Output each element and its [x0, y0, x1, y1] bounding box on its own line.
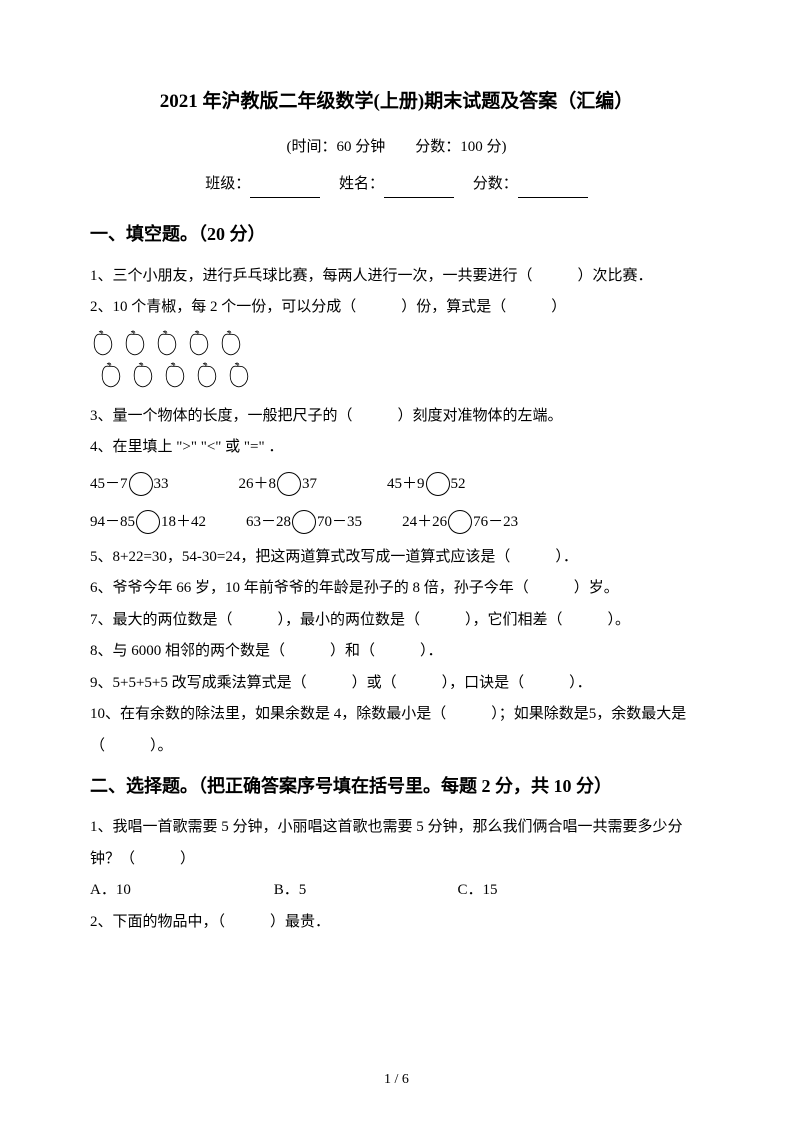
opt-c: C．15: [458, 875, 498, 907]
pepper-icon: [162, 361, 188, 389]
opt-b: B．5: [274, 875, 454, 907]
q1-3: 3、量一个物体的长度，一般把尺子的（ ）刻度对准物体的左端。: [90, 401, 703, 433]
pepper-icon: [226, 361, 252, 389]
circle-blank: [129, 472, 153, 496]
q1-6: 6、爷爷今年 66 岁，10 年前爷爷的年龄是孙子的 8 倍，孙子今年（ ）岁。: [90, 573, 703, 605]
class-label: 班级：: [205, 176, 250, 192]
cmp-right: 76－23: [473, 504, 518, 540]
pepper-icon: [194, 361, 220, 389]
circle-blank: [136, 510, 160, 534]
cmp-right: 33: [154, 466, 169, 502]
q1-9: 9、5+5+5+5 改写成乘法算式是（ ）或（ ），口诀是（ ）．: [90, 668, 703, 700]
opt-a: A．10: [90, 875, 270, 907]
pepper-icon: [122, 329, 148, 357]
section2-heading: 二、选择题。（把正确答案序号填在括号里。每题 2 分，共 10 分）: [90, 770, 703, 802]
q1-4-row1: 45－7 33 26＋8 37 45＋9 52: [90, 466, 703, 502]
cmp-right: 70－35: [317, 504, 362, 540]
pepper-icon: [90, 329, 116, 357]
circle-blank: [277, 472, 301, 496]
q2-2: 2、下面的物品中，（ ）最贵．: [90, 907, 703, 939]
name-label: 姓名：: [339, 176, 384, 192]
section1-heading: 一、填空题。（20 分）: [90, 218, 703, 250]
page-footer: 1 / 6: [0, 1067, 793, 1092]
pepper-icon: [186, 329, 212, 357]
cmp-left: 26＋8: [239, 466, 277, 502]
pepper-icon: [130, 361, 156, 389]
score-blank: [518, 180, 588, 198]
cmp-left: 45－7: [90, 466, 128, 502]
cmp-left: 63－28: [246, 504, 291, 540]
name-blank: [384, 180, 454, 198]
q1-10: 10、在有余数的除法里，如果余数是 4，除数最小是（ ）；如果除数是5，余数最大…: [90, 699, 703, 762]
q1-8: 8、与 6000 相邻的两个数是（ ）和（ ）．: [90, 636, 703, 668]
cmp-right: 18＋42: [161, 504, 206, 540]
pepper-icon: [218, 329, 244, 357]
cmp-left: 45＋9: [387, 466, 425, 502]
exam-meta: (时间：60 分钟 分数：100 分): [90, 134, 703, 161]
circle-blank: [426, 472, 450, 496]
pepper-illustration: [90, 329, 703, 393]
q1-2: 2、10 个青椒，每 2 个一份，可以分成（ ）份，算式是（ ）: [90, 292, 703, 324]
q2-1: 1、我唱一首歌需要 5 分钟，小丽唱这首歌也需要 5 分钟，那么我们俩合唱一共需…: [90, 812, 703, 875]
cmp-right: 52: [451, 466, 466, 502]
circle-blank: [292, 510, 316, 534]
q1-4-intro: 4、在里填上 ">" "<" 或 "=" ．: [90, 432, 703, 464]
pepper-icon: [154, 329, 180, 357]
score-label: 分数：: [473, 176, 518, 192]
cmp-left: 24＋26: [402, 504, 447, 540]
cmp-right: 37: [302, 466, 317, 502]
q1-5: 5、8+22=30，54-30=24，把这两道算式改写成一道算式应该是（ ）．: [90, 542, 703, 574]
cmp-left: 94－85: [90, 504, 135, 540]
q1-4-row2: 94－85 18＋42 63－28 70－35 24＋26 76－23: [90, 504, 703, 540]
q1-7: 7、最大的两位数是（ ），最小的两位数是（ ），它们相差（ ）。: [90, 605, 703, 637]
q2-1-options: A．10 B．5 C．15: [90, 875, 703, 907]
pepper-icon: [98, 361, 124, 389]
circle-blank: [448, 510, 472, 534]
q1-1: 1、三个小朋友，进行乒乓球比赛，每两人进行一次，一共要进行（ ）次比赛．: [90, 261, 703, 293]
class-blank: [250, 180, 320, 198]
student-fields: 班级： 姓名： 分数：: [90, 171, 703, 198]
page-title: 2021 年沪教版二年级数学(上册)期末试题及答案（汇编）: [90, 85, 703, 119]
